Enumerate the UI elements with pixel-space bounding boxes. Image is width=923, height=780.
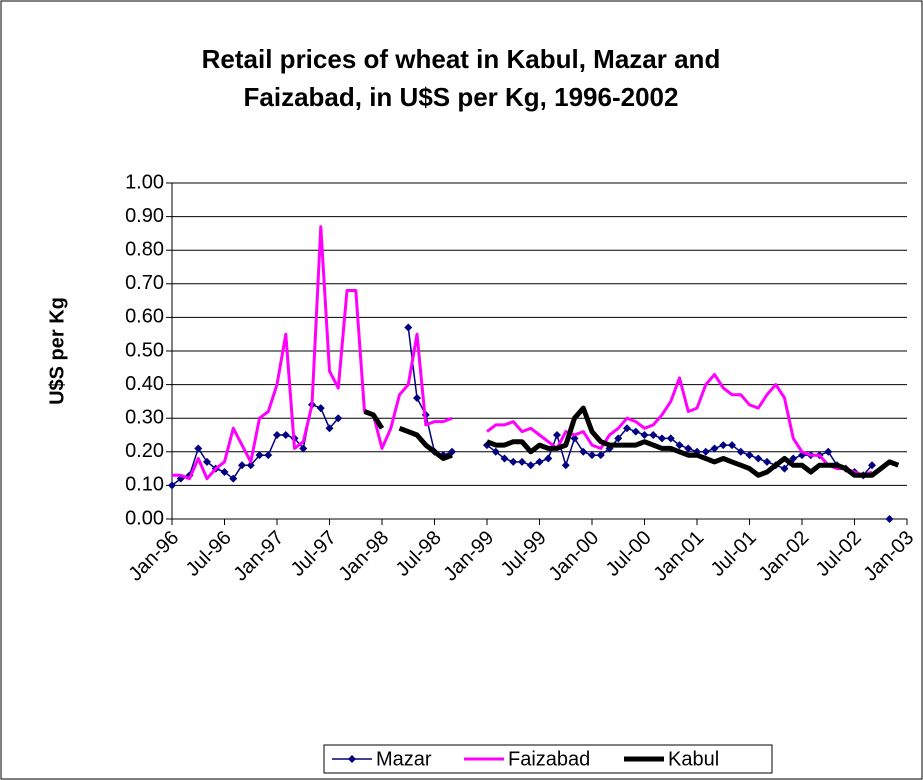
series-line bbox=[172, 225, 873, 481]
marker bbox=[561, 461, 570, 470]
marker bbox=[824, 447, 833, 456]
marker bbox=[518, 457, 526, 466]
legend-marker bbox=[348, 755, 356, 763]
marker bbox=[535, 457, 544, 466]
x-tick-label: Jul-00 bbox=[602, 527, 656, 581]
marker bbox=[413, 394, 421, 403]
marker bbox=[553, 431, 561, 439]
x-tick-label: Jan-02 bbox=[754, 527, 813, 586]
marker bbox=[491, 447, 500, 456]
y-tick-label: 1.00 bbox=[125, 171, 164, 193]
marker bbox=[255, 451, 264, 460]
x-tick-label: Jul-99 bbox=[497, 527, 551, 581]
marker bbox=[281, 431, 290, 439]
y-tick-label: 0.10 bbox=[125, 474, 164, 496]
x-tick-label: Jan-03 bbox=[859, 527, 918, 586]
marker bbox=[588, 451, 596, 460]
marker bbox=[754, 454, 763, 463]
marker bbox=[325, 424, 334, 433]
marker bbox=[710, 444, 719, 453]
marker bbox=[246, 461, 255, 470]
x-tick-label: Jul-01 bbox=[707, 527, 761, 581]
marker bbox=[570, 434, 579, 443]
x-tick-label: Jan-00 bbox=[544, 527, 603, 586]
x-tick-label: Jul-97 bbox=[287, 527, 341, 581]
marker bbox=[885, 515, 894, 523]
y-tick-label: 0.60 bbox=[125, 306, 164, 328]
y-tick-label: 0.00 bbox=[125, 507, 164, 529]
marker bbox=[404, 323, 413, 332]
marker bbox=[719, 441, 728, 450]
x-tick-label: Jan-96 bbox=[124, 527, 183, 586]
legend-label: Kabul bbox=[668, 748, 719, 770]
marker bbox=[316, 404, 325, 413]
marker bbox=[500, 454, 509, 463]
legend-label: Mazar bbox=[376, 748, 432, 770]
marker bbox=[701, 447, 710, 456]
y-tick-label: 0.80 bbox=[125, 238, 164, 260]
legend-label: Faizabad bbox=[508, 748, 590, 770]
x-tick-label: Jan-99 bbox=[439, 527, 498, 586]
marker bbox=[544, 454, 553, 463]
marker bbox=[666, 434, 675, 443]
marker bbox=[658, 434, 666, 443]
y-tick-label: 0.70 bbox=[125, 272, 164, 294]
marker bbox=[229, 474, 238, 483]
x-tick-label: Jul-02 bbox=[812, 527, 866, 581]
marker bbox=[273, 431, 281, 439]
x-tick-label: Jan-01 bbox=[649, 527, 708, 586]
marker bbox=[868, 461, 876, 470]
marker bbox=[579, 447, 588, 456]
marker bbox=[334, 414, 343, 423]
marker bbox=[623, 424, 631, 433]
marker bbox=[649, 431, 658, 439]
marker bbox=[614, 434, 623, 443]
y-axis-label: U$S per Kg bbox=[46, 297, 68, 405]
marker bbox=[684, 444, 693, 453]
marker bbox=[728, 441, 736, 450]
marker bbox=[631, 427, 640, 436]
x-tick-label: Jan-98 bbox=[334, 527, 393, 586]
marker bbox=[596, 451, 605, 460]
marker bbox=[675, 441, 684, 450]
y-tick-label: 0.40 bbox=[125, 373, 164, 395]
marker bbox=[745, 451, 754, 460]
marker bbox=[238, 461, 246, 470]
y-tick-label: 0.20 bbox=[125, 440, 164, 462]
y-tick-label: 0.50 bbox=[125, 339, 164, 361]
marker bbox=[299, 444, 308, 453]
y-tick-label: 0.30 bbox=[125, 406, 164, 428]
marker bbox=[640, 431, 649, 439]
marker bbox=[220, 467, 229, 476]
marker bbox=[203, 457, 211, 466]
marker bbox=[264, 451, 273, 460]
marker bbox=[168, 481, 176, 490]
marker bbox=[509, 457, 518, 466]
x-tick-label: Jul-98 bbox=[392, 527, 446, 581]
chart-title: Retail prices of wheat in Kabul, Mazar a… bbox=[201, 44, 721, 112]
y-tick-label: 0.90 bbox=[125, 205, 164, 227]
series-line bbox=[363, 405, 900, 478]
marker bbox=[526, 461, 535, 470]
x-tick-label: Jul-96 bbox=[182, 527, 236, 581]
marker bbox=[763, 457, 771, 466]
marker bbox=[194, 444, 203, 453]
series-line bbox=[172, 328, 890, 520]
marker bbox=[736, 447, 745, 456]
x-tick-label: Jan-97 bbox=[229, 527, 288, 586]
marker bbox=[780, 464, 789, 473]
legend-box bbox=[323, 744, 773, 774]
